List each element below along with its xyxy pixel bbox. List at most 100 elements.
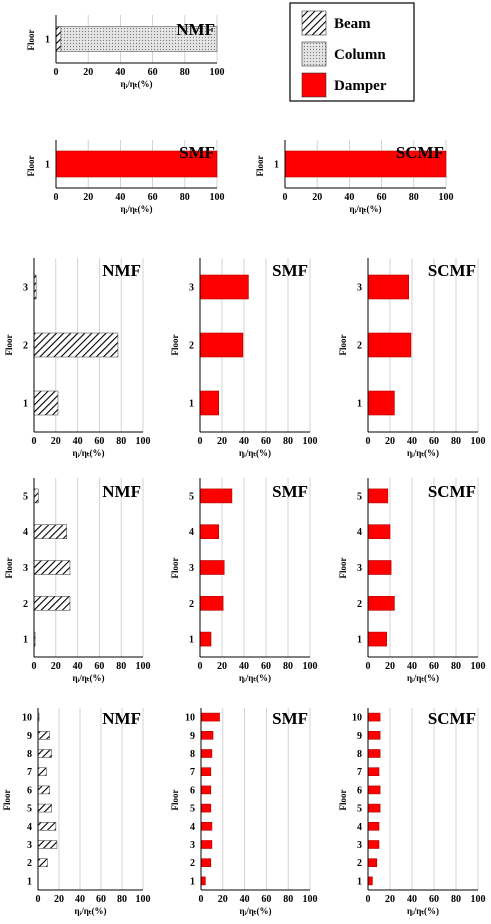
- bar-damper-floor-3: [367, 560, 392, 575]
- y-axis-label: Floor: [4, 558, 14, 579]
- x-axis-label: ηᵢ/ηₜ(%): [350, 204, 382, 214]
- chart-title: NMF: [176, 20, 215, 39]
- y-tick-label: 1: [357, 399, 362, 410]
- bar-damper-floor-1: [284, 150, 447, 178]
- y-axis-label: Floor: [338, 335, 348, 356]
- x-tick-label: 60: [261, 894, 271, 905]
- x-tick-label: 80: [409, 192, 419, 203]
- bar-damper-floor-10: [200, 712, 220, 722]
- bar-damper-floor-8: [367, 749, 381, 758]
- bar-damper-floor-1: [200, 876, 206, 886]
- x-tick-label: 100: [136, 436, 151, 447]
- x-tick-label: 80: [283, 436, 293, 447]
- x-tick-label: 100: [136, 894, 151, 905]
- chart-panel-12: 0 20 40 60 80 100 1 2 3 4 5 6 7 8 9 10 SCMF ηᵢ/ηₜ(%) Floor: [338, 708, 486, 916]
- x-tick-label: 40: [75, 894, 85, 905]
- y-tick-label: 2: [190, 858, 195, 869]
- x-tick-label: 40: [239, 661, 249, 672]
- y-tick-label: 4: [23, 527, 28, 538]
- bar-damper-floor-1: [55, 150, 218, 178]
- bar-damper-floor-1: [367, 631, 388, 647]
- chart-panel-1: 0 20 40 60 80 100 1 NMF ηᵢ/ηₜ(%) Floor: [26, 15, 225, 89]
- chart-panel-9: 0 20 40 60 80 100 1 2 3 4 5 SCMF ηᵢ/ηₜ(%) Floor: [338, 478, 486, 683]
- x-tick-label: 40: [407, 894, 417, 905]
- x-axis-label: ηᵢ/ηₜ(%): [73, 448, 105, 458]
- chart-title: SMF: [179, 143, 215, 162]
- bar-beam-floor-3: [37, 840, 58, 849]
- x-tick-label: 40: [407, 436, 417, 447]
- y-tick-label: 4: [27, 822, 32, 833]
- x-axis-label: ηᵢ/ηₜ(%): [407, 906, 439, 916]
- y-axis-label: Floor: [170, 790, 180, 811]
- x-tick-label: 60: [148, 192, 158, 203]
- bar-damper-floor-1: [367, 876, 373, 886]
- chart-title: SMF: [272, 261, 308, 280]
- y-tick-label: 5: [23, 491, 28, 502]
- x-tick-label: 0: [198, 661, 203, 672]
- y-tick-label: 1: [190, 876, 195, 887]
- y-tick-label: 2: [189, 599, 194, 610]
- x-axis-label: ηᵢ/ηₜ(%): [239, 673, 271, 683]
- bar-beam-floor-1: [33, 390, 59, 416]
- y-tick-label: 1: [27, 876, 32, 887]
- bar-damper-floor-3: [200, 840, 213, 849]
- chart-title: SMF: [272, 482, 308, 501]
- y-tick-label: 1: [23, 399, 28, 410]
- bar-beam-floor-9: [37, 730, 50, 740]
- bar-beam-floor-4: [33, 524, 68, 540]
- bar-damper-floor-4: [367, 821, 380, 831]
- y-tick-label: 2: [27, 858, 32, 869]
- y-tick-label: 3: [190, 840, 195, 851]
- y-tick-label: 2: [23, 341, 28, 352]
- bar-damper-floor-4: [367, 524, 391, 540]
- y-tick-label: 1: [189, 635, 194, 646]
- x-tick-label: 0: [366, 894, 371, 905]
- bar-damper-floor-7: [367, 767, 380, 777]
- y-axis-label: Floor: [26, 30, 36, 51]
- chart-panel-4: 0 20 40 60 80 100 1 2 3 NMF ηᵢ/ηₜ(%) Floor: [4, 258, 151, 458]
- y-tick-label: 10: [22, 713, 32, 724]
- legend-label-beam: Beam: [334, 16, 371, 32]
- legend-label-column: Column: [334, 47, 386, 63]
- x-tick-label: 20: [217, 436, 227, 447]
- bar-beam-floor-2: [37, 858, 48, 868]
- x-axis-label: ηᵢ/ηₜ(%): [75, 906, 107, 916]
- bar-damper-floor-2: [367, 858, 378, 868]
- bar-damper-floor-5: [367, 803, 381, 813]
- chart-panel-8: 0 20 40 60 80 100 1 2 3 4 5 SMF ηᵢ/ηₜ(%) Floor: [170, 478, 318, 683]
- bar-damper-floor-5: [199, 488, 233, 504]
- x-tick-label: 80: [451, 894, 461, 905]
- x-axis-label: ηᵢ/ηₜ(%): [407, 673, 439, 683]
- x-axis-label: ηᵢ/ηₜ(%): [121, 204, 153, 214]
- bar-damper-floor-1: [199, 631, 212, 647]
- y-tick-label: 8: [190, 749, 195, 760]
- y-tick-label: 5: [190, 804, 195, 815]
- x-tick-label: 60: [429, 436, 439, 447]
- bar-damper-floor-3: [367, 274, 410, 300]
- y-tick-label: 2: [189, 341, 194, 352]
- x-tick-label: 60: [429, 661, 439, 672]
- bar-beam-floor-7: [37, 767, 47, 777]
- y-tick-label: 4: [357, 527, 362, 538]
- x-tick-label: 100: [136, 661, 151, 672]
- y-tick-label: 1: [45, 160, 50, 171]
- y-tick-label: 9: [190, 731, 195, 742]
- y-tick-label: 3: [189, 283, 194, 294]
- x-tick-label: 20: [218, 894, 228, 905]
- bar-damper-floor-6: [200, 785, 212, 795]
- x-tick-label: 20: [54, 894, 64, 905]
- y-tick-label: 3: [23, 283, 28, 294]
- bar-beam-floor-1: [55, 26, 62, 52]
- x-tick-label: 60: [94, 436, 104, 447]
- x-tick-label: 100: [303, 436, 318, 447]
- x-tick-label: 40: [240, 894, 250, 905]
- y-tick-label: 4: [190, 822, 195, 833]
- y-tick-label: 1: [23, 635, 28, 646]
- y-axis-label: Floor: [170, 335, 180, 356]
- bar-damper-floor-4: [200, 821, 213, 831]
- y-axis-label: Floor: [2, 790, 12, 811]
- x-tick-label: 20: [217, 661, 227, 672]
- x-tick-label: 100: [471, 894, 486, 905]
- legend: Beam Column Damper: [289, 2, 415, 102]
